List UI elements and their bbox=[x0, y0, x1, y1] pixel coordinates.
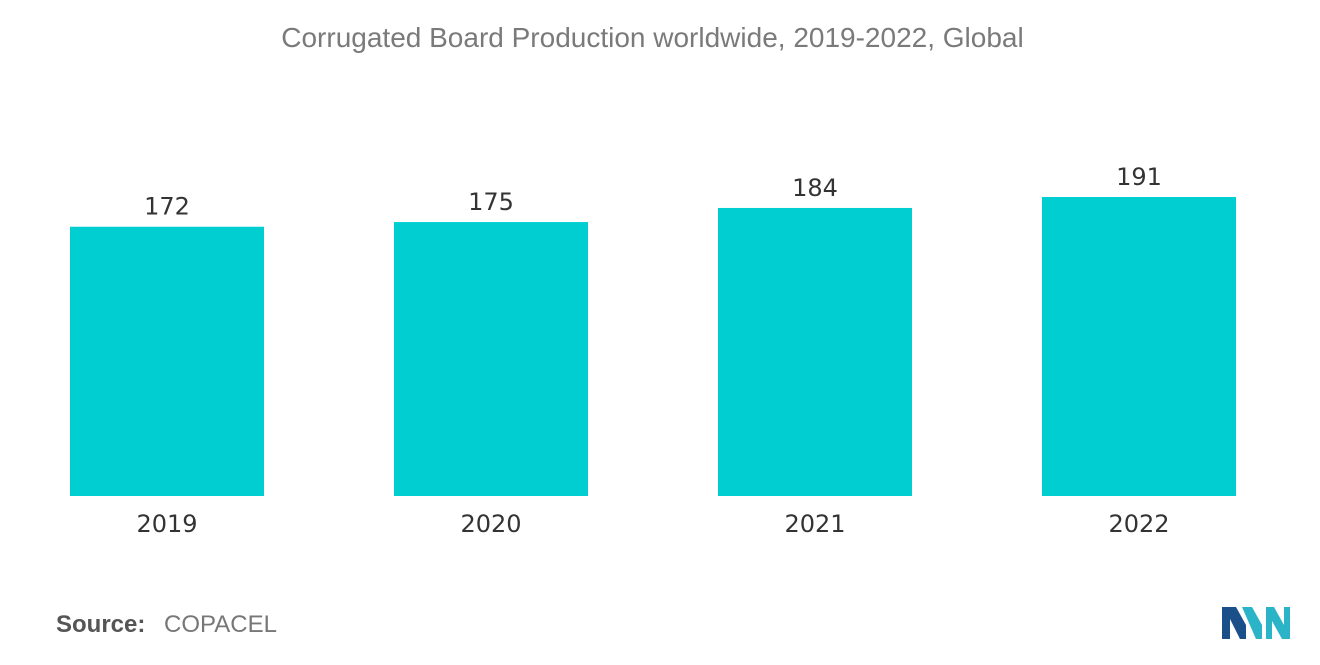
category-labels-group: 2019 2020 2021 2022 bbox=[136, 510, 1169, 538]
value-labels-group: 172 175 184 191 bbox=[144, 163, 1162, 221]
source-line: Source: COPACEL bbox=[56, 611, 277, 639]
bars-group bbox=[70, 197, 1236, 496]
category-label-2022: 2022 bbox=[1108, 510, 1169, 538]
value-label-2019: 172 bbox=[144, 193, 190, 221]
chart-title: Corrugated Board Production worldwide, 2… bbox=[281, 22, 1024, 53]
value-label-2022: 191 bbox=[1116, 163, 1162, 191]
category-label-2020: 2020 bbox=[460, 510, 521, 538]
source-label: Source: bbox=[56, 611, 146, 638]
bar-2021 bbox=[718, 207, 912, 496]
mordor-intelligence-logo-icon bbox=[1222, 607, 1290, 639]
bar-2019 bbox=[70, 226, 264, 496]
source-value: COPACEL bbox=[164, 611, 277, 638]
bar-2022 bbox=[1042, 197, 1236, 496]
category-label-2021: 2021 bbox=[784, 510, 845, 538]
category-label-2019: 2019 bbox=[136, 510, 197, 538]
value-label-2020: 175 bbox=[468, 188, 514, 216]
value-label-2021: 184 bbox=[792, 174, 838, 202]
bar-2020 bbox=[394, 222, 588, 496]
